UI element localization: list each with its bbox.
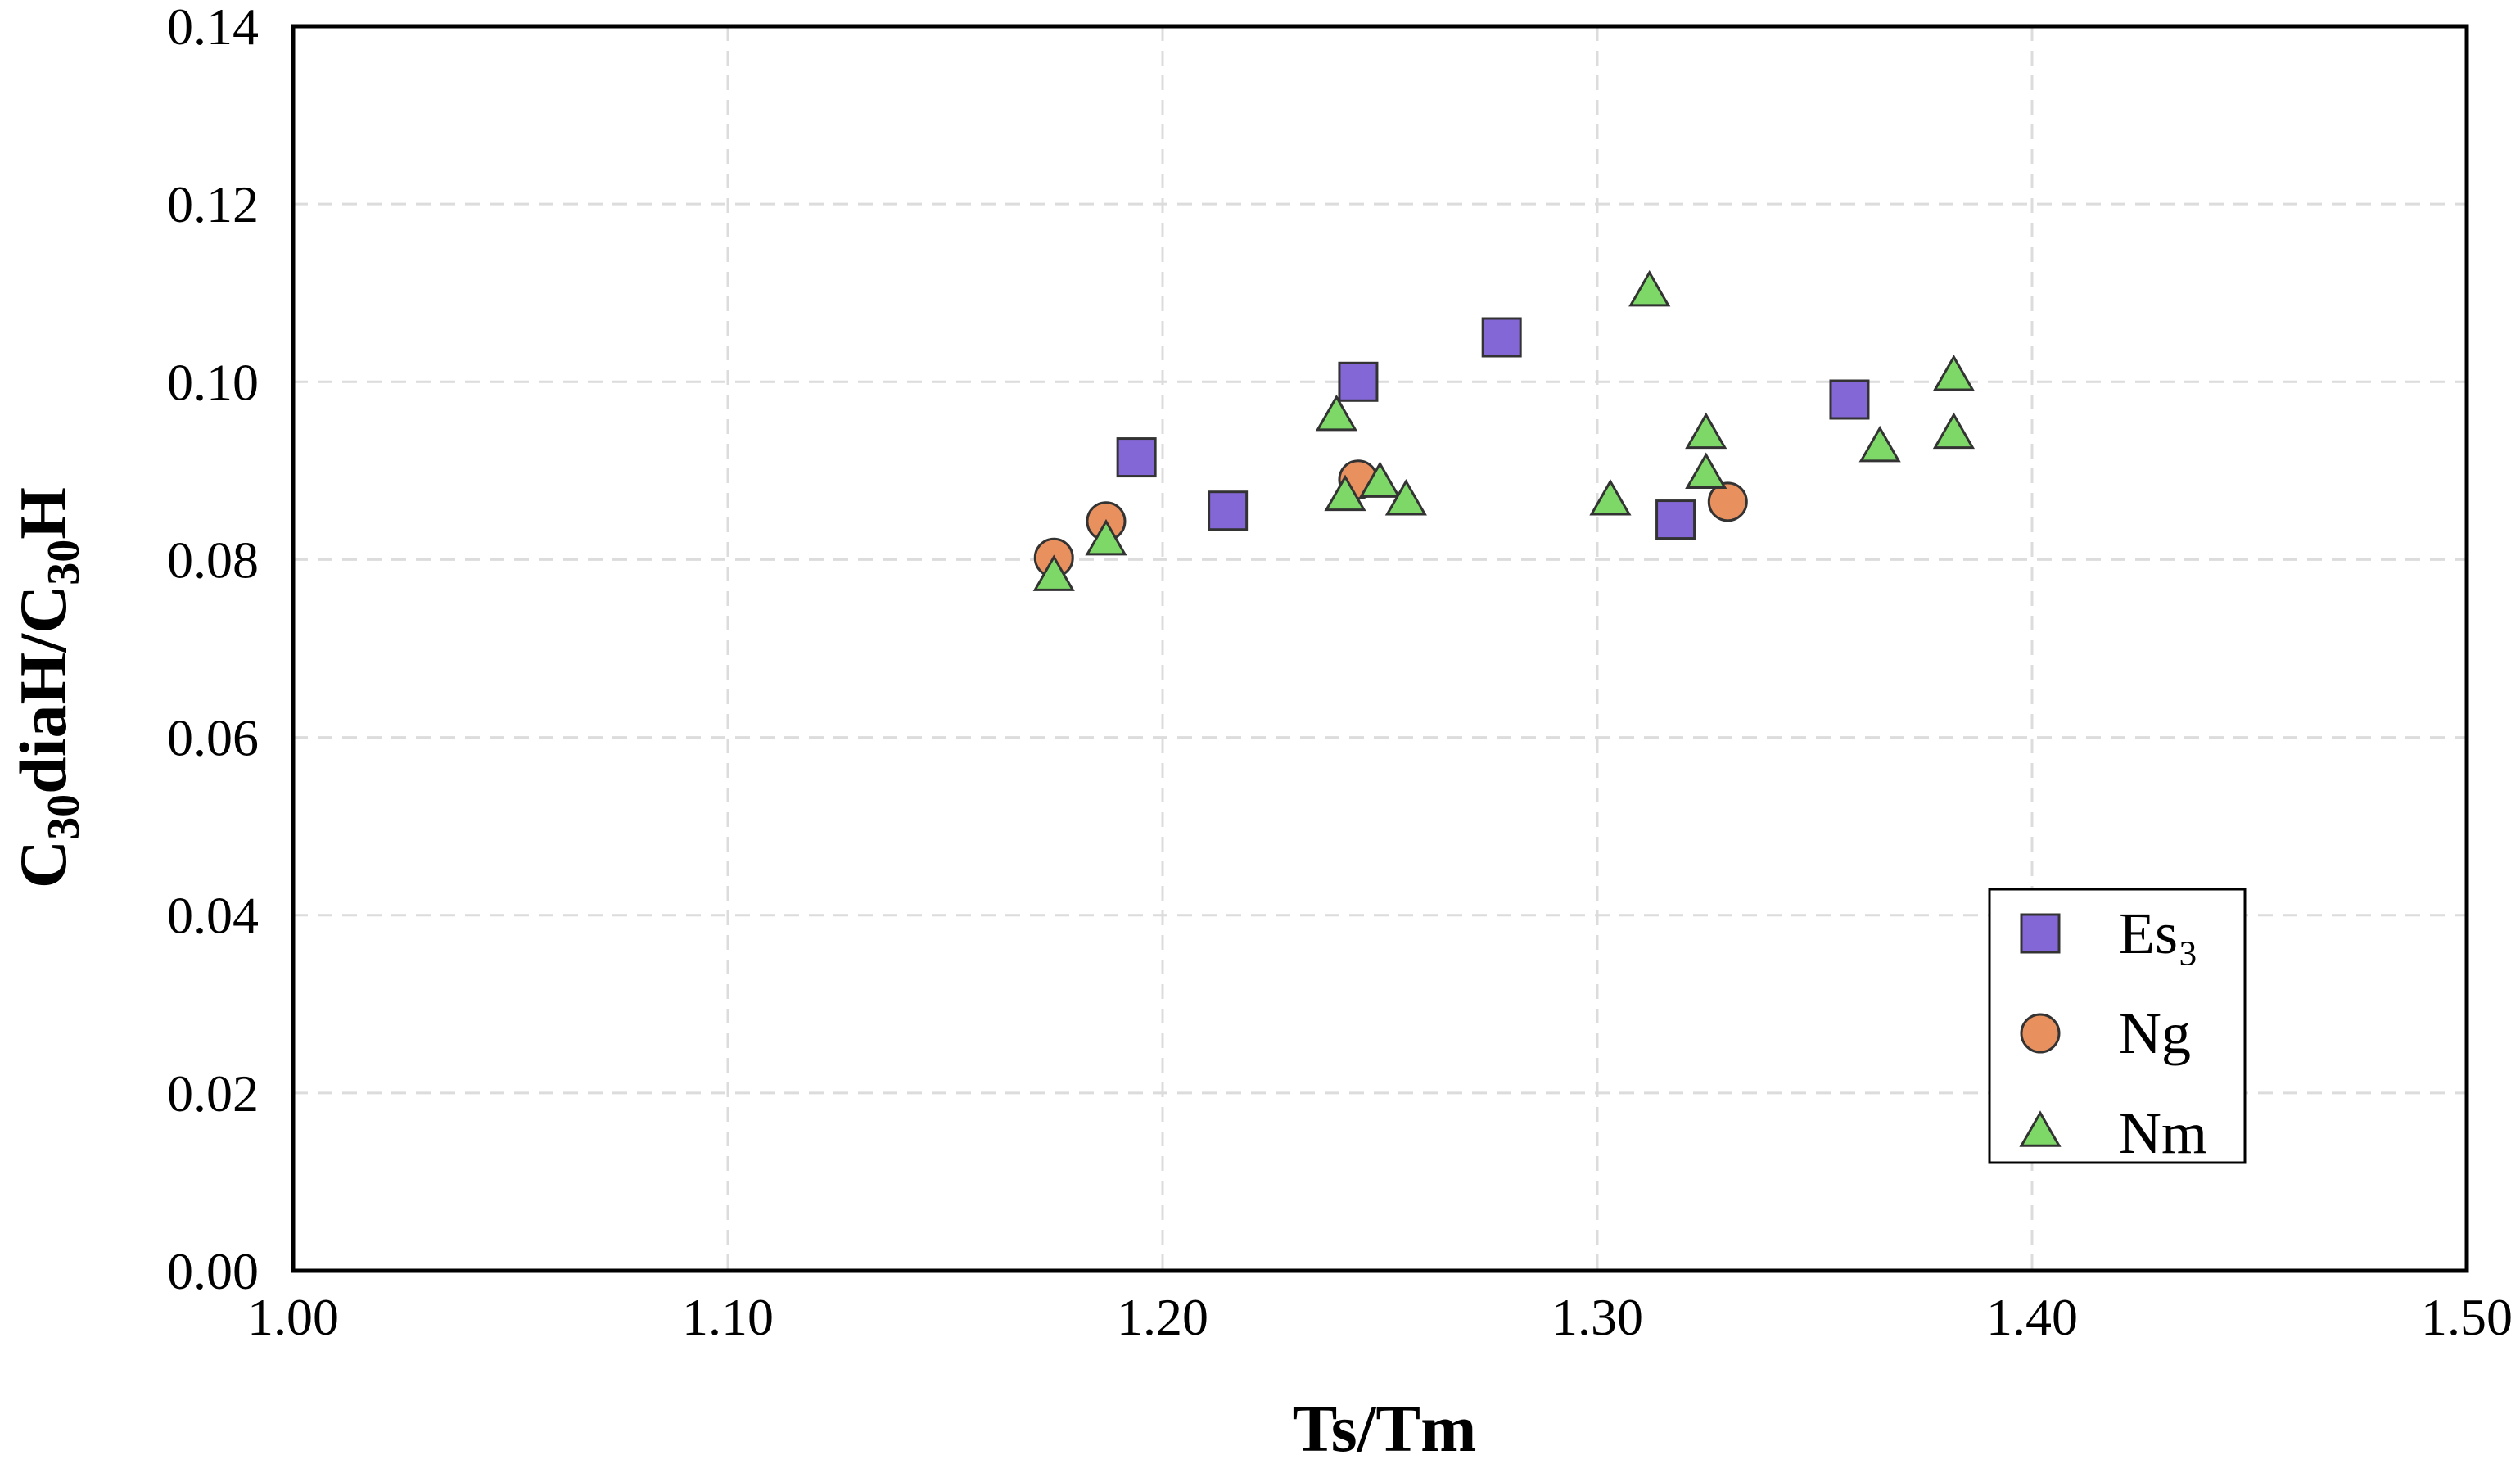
data-point-square bbox=[1116, 437, 1157, 478]
y-tick-label: 0.00 bbox=[167, 1242, 259, 1300]
data-point-square bbox=[1655, 499, 1696, 540]
x-tick-label: 1.40 bbox=[1986, 1288, 2078, 1346]
data-point-square bbox=[1208, 490, 1249, 531]
y-axis-title-part: diaH/C bbox=[6, 585, 80, 794]
legend-marker-triangle bbox=[2019, 1110, 2062, 1147]
y-axis-title-part: C bbox=[6, 840, 80, 888]
data-point-triangle bbox=[1384, 479, 1427, 516]
legend: Es₃ Ng Nm bbox=[1988, 888, 2247, 1166]
y-tick-label: 0.10 bbox=[167, 353, 259, 411]
plot-frame bbox=[291, 24, 2469, 1273]
x-tick-label: 1.20 bbox=[1117, 1288, 1208, 1346]
y-axis-title-subscript: 30 bbox=[38, 794, 89, 840]
data-point-triangle bbox=[1085, 518, 1127, 556]
data-point-triangle bbox=[1358, 461, 1402, 498]
series-triangle bbox=[1032, 269, 1976, 591]
data-point-triangle bbox=[1324, 474, 1366, 512]
legend-label: Ng bbox=[2119, 1001, 2191, 1066]
y-tick-label: 0.08 bbox=[167, 531, 259, 589]
grid-lines bbox=[293, 26, 2467, 1271]
data-point-triangle bbox=[1685, 412, 1727, 450]
data-point-triangle bbox=[1628, 269, 1671, 307]
x-tick-label: 1.30 bbox=[1551, 1288, 1643, 1346]
data-point-square bbox=[1481, 317, 1522, 358]
legend-label: Nm bbox=[2119, 1100, 2207, 1166]
x-tick-label: 1.10 bbox=[682, 1288, 774, 1346]
data-point-square bbox=[1829, 379, 1870, 420]
data-point-triangle bbox=[1858, 425, 1901, 463]
x-tick-label: 1.50 bbox=[2421, 1288, 2513, 1346]
data-point-square bbox=[1338, 361, 1379, 402]
y-tick-label: 0.14 bbox=[167, 0, 259, 56]
y-tick-label: 0.02 bbox=[167, 1064, 259, 1123]
x-tick-label: 1.00 bbox=[247, 1288, 339, 1346]
data-point-circle bbox=[1707, 481, 1748, 522]
legend-marker-square bbox=[2020, 913, 2061, 954]
y-tick-label: 0.04 bbox=[167, 887, 259, 945]
data-point-triangle bbox=[1932, 355, 1976, 391]
y-axis-title-subscript: 30 bbox=[38, 540, 89, 585]
y-tick-label: 0.06 bbox=[167, 709, 259, 767]
y-tick-label: 0.12 bbox=[167, 175, 259, 233]
data-point-triangle bbox=[1685, 452, 1727, 489]
data-point-triangle bbox=[1589, 479, 1632, 516]
y-axis-title: C30diaH/C30H bbox=[6, 487, 89, 888]
data-point-triangle bbox=[1932, 412, 1976, 450]
legend-label: Es₃ bbox=[2119, 901, 2198, 966]
data-point-triangle bbox=[1032, 554, 1075, 591]
y-axis-title-part: H bbox=[6, 487, 80, 540]
axis-tick-labels: 1.00 1.10 1.20 1.30 1.40 1.50 0.00 0.02 0.04 0.06… bbox=[167, 0, 2513, 1346]
data-points bbox=[1032, 269, 1976, 591]
legend-marker-circle bbox=[2020, 1013, 2061, 1054]
series-square bbox=[1116, 317, 1870, 540]
x-axis-title: Ts/Tm bbox=[1293, 1391, 1477, 1466]
data-point-triangle bbox=[1315, 394, 1357, 432]
